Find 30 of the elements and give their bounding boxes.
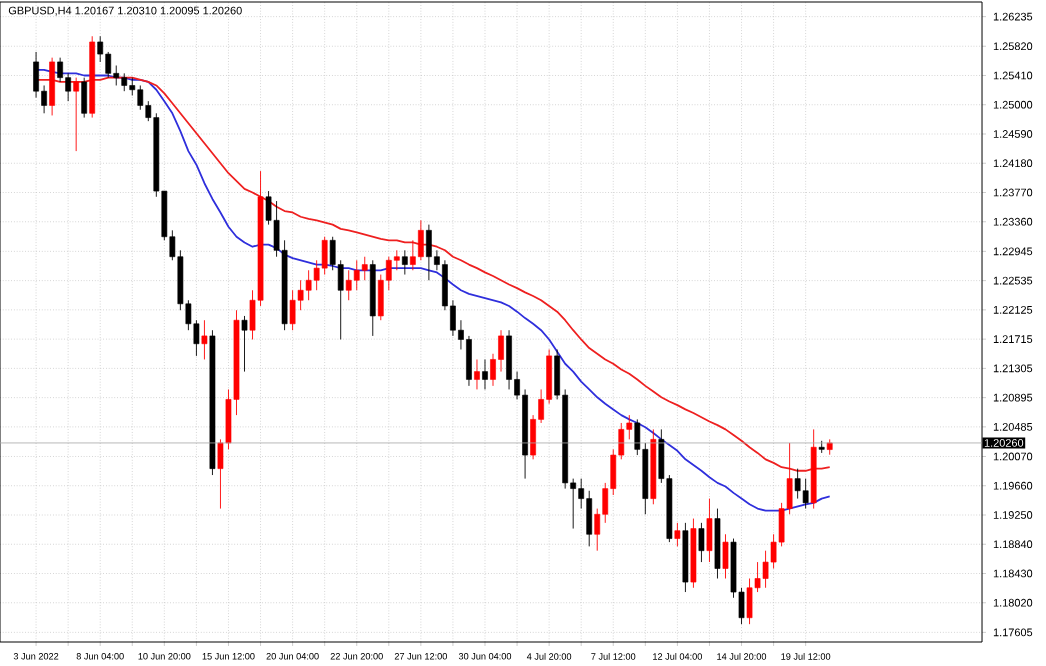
candlestick — [33, 51, 39, 99]
candlestick — [305, 269, 312, 301]
candlestick — [466, 335, 472, 387]
candlestick — [73, 77, 80, 152]
candlestick — [289, 289, 296, 331]
candlestick — [241, 315, 248, 373]
candlestick — [802, 478, 809, 510]
candlestick — [401, 249, 408, 275]
candlestick — [698, 522, 705, 563]
candlestick — [482, 359, 488, 390]
candlestick — [706, 498, 713, 563]
candlestick — [353, 259, 360, 291]
candlestick — [586, 490, 593, 547]
candlestick — [345, 269, 352, 301]
candlestick — [426, 224, 432, 281]
candlestick — [474, 359, 480, 390]
candlestick — [722, 533, 729, 579]
candlestick — [321, 236, 328, 275]
candlestick — [81, 77, 88, 119]
candlestick — [674, 522, 681, 547]
candlestick — [137, 85, 144, 111]
candlestick — [498, 329, 504, 373]
candlestick — [49, 57, 55, 116]
candlestick — [217, 438, 224, 510]
candlestick — [361, 256, 368, 281]
candlestick — [794, 468, 801, 500]
candlestick — [746, 578, 753, 625]
candlestick — [418, 219, 424, 261]
candlestick — [201, 319, 208, 360]
candlestick — [506, 329, 512, 390]
